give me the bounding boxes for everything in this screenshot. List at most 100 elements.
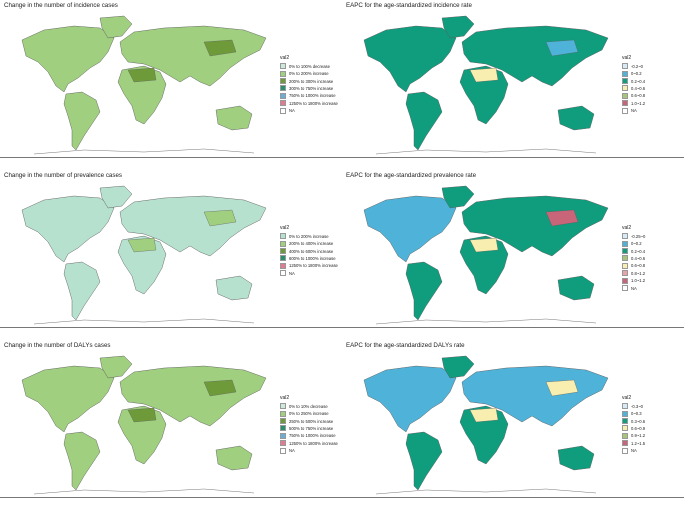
panel-divider [0, 327, 342, 328]
legend-item: NA [622, 447, 684, 454]
legend-item: 1.2~1.5 [622, 440, 684, 447]
legend-item: -0.2~0 [622, 63, 684, 70]
africa-region [459, 405, 509, 465]
world-map [21, 185, 267, 325]
legend-label: 200% to 300% increase [289, 78, 334, 84]
panel-title: Change in the number of DALYs cases [4, 342, 111, 349]
legend-item: 0.8~1.2 [622, 270, 684, 277]
world-map [21, 15, 267, 155]
panel-divider [0, 497, 342, 498]
legend-item: NA [280, 447, 342, 454]
australia-region [557, 105, 595, 131]
australia-region [215, 105, 253, 131]
north-america-region [21, 365, 115, 433]
legend-label: 0~0.2 [631, 71, 642, 77]
legend-label: NA [631, 285, 637, 291]
map-panel-eapc-incidence: EAPC for the age-standardized incidence … [342, 0, 684, 170]
map-panel-eapc-dalys: EAPC for the age-standardized DALYs rate… [342, 340, 684, 510]
north-america-region [363, 25, 457, 93]
legend-label: 0.2~0.4 [631, 248, 646, 254]
legend-item: 300% to 750% increase [280, 85, 342, 92]
legend-label: 0.3~0.6 [631, 418, 646, 424]
legend-label: 200% to 400% increase [289, 241, 334, 247]
legend-swatch [622, 63, 628, 70]
legend-title: val2 [280, 395, 290, 401]
panel-divider [342, 497, 684, 498]
legend-label: 0% to 200% increase [289, 71, 329, 77]
asia-highlight-region [545, 39, 579, 57]
legend-label: -0.3~0 [631, 403, 643, 409]
panel-title: Change in the number of prevalence cases [4, 172, 122, 179]
legend-item: NA [622, 285, 684, 292]
legend-swatch [280, 100, 286, 107]
legend-label: 0% to 100% decrease [289, 63, 330, 69]
legend-swatch [280, 255, 286, 262]
north-america-region [21, 195, 115, 263]
legend-label: 400% to 600% increase [289, 248, 334, 254]
antarctica-outline [375, 488, 597, 495]
legend-swatch [622, 277, 628, 284]
legend-item: 0% to 250% increase [280, 410, 342, 417]
legend-item: 1250% to 1800% increase [280, 440, 342, 447]
legend-swatch [622, 418, 628, 425]
legend: val2 0% to 200% increase 200% to 400% inc… [280, 225, 342, 277]
map-panel-incidence-cases: Change in the number of incidence cases … [0, 0, 342, 170]
antarctica-outline [375, 318, 597, 325]
legend-swatch [622, 270, 628, 277]
world-map [363, 185, 609, 325]
greenland-region [441, 185, 475, 209]
legend-label: 0.8~1.2 [631, 270, 646, 276]
legend-item: 0.4~0.6 [622, 255, 684, 262]
legend-item: 0.2~0.4 [622, 248, 684, 255]
legend-swatch [622, 248, 628, 255]
panel-divider [342, 327, 684, 328]
africa-region [117, 405, 167, 465]
legend-title: val2 [280, 55, 290, 61]
australia-region [215, 445, 253, 471]
legend-label: 750% to 1000% increase [289, 433, 336, 439]
panel-title: EAPC for the age-standardized DALYs rate [346, 342, 465, 349]
world-map [21, 355, 267, 495]
legend-item: 250% to 500% increase [280, 418, 342, 425]
greenland-region [99, 355, 133, 379]
legend-swatch [622, 410, 628, 417]
north-africa-region [469, 237, 499, 253]
africa-region [117, 235, 167, 295]
legend: val2 0% to 10% decrease 0% to 250% increa… [280, 395, 342, 455]
legend-item: NA [280, 270, 342, 277]
legend-swatch [622, 70, 628, 77]
legend-swatch [280, 240, 286, 247]
legend-label: NA [289, 448, 295, 454]
panel-title: EAPC for the age-standardized incidence … [346, 2, 472, 9]
legend-label: 0.9~1.2 [631, 433, 646, 439]
legend-swatch [280, 403, 286, 410]
legend-title: val2 [622, 55, 632, 61]
world-map [363, 355, 609, 495]
legend-swatch [622, 240, 628, 247]
legend-label: 1.2~1.5 [631, 440, 646, 446]
legend-item: 1250% to 1800% increase [280, 100, 342, 107]
asia-highlight-region [545, 209, 579, 227]
legend-label: -0.2~0 [631, 63, 643, 69]
legend-title: val2 [622, 395, 632, 401]
legend-swatch [622, 107, 628, 114]
legend-label: 750% to 1000% increase [289, 93, 336, 99]
legend-swatch [622, 255, 628, 262]
legend-item: -0.25~0 [622, 233, 684, 240]
north-africa-region [127, 67, 157, 83]
legend-label: 1250% to 1800% increase [289, 263, 338, 269]
panel-divider [342, 157, 684, 158]
legend-item: 400% to 600% increase [280, 248, 342, 255]
north-africa-region [469, 407, 499, 423]
greenland-region [99, 15, 133, 39]
legend-item: NA [622, 107, 684, 114]
legend-swatch [280, 92, 286, 99]
legend-label: 0.6~0.8 [631, 263, 646, 269]
africa-region [117, 65, 167, 125]
legend: val2 -0.3~0 0~0.3 0.3~0.6 0.6~0.9 0.9~1.2 1.2… [622, 395, 684, 455]
legend-swatch [280, 270, 286, 277]
legend-swatch [280, 248, 286, 255]
legend-item: 1.0~1.2 [622, 100, 684, 107]
legend-label: 1250% to 1800% increase [289, 100, 338, 106]
south-america-region [405, 91, 443, 151]
